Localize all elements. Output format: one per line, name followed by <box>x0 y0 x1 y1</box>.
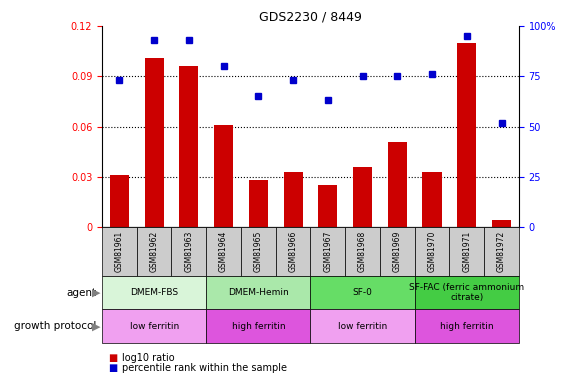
Bar <box>423 172 441 227</box>
Text: ■: ■ <box>108 353 117 363</box>
Bar <box>110 175 129 227</box>
Text: GSM81966: GSM81966 <box>289 231 297 272</box>
Bar <box>145 58 164 227</box>
Text: high ferritin: high ferritin <box>440 322 494 331</box>
Bar <box>249 180 268 227</box>
Bar <box>380 227 415 276</box>
Bar <box>415 309 519 343</box>
Text: low ferritin: low ferritin <box>129 322 179 331</box>
Text: GSM81969: GSM81969 <box>393 231 402 272</box>
Title: GDS2230 / 8449: GDS2230 / 8449 <box>259 11 362 24</box>
Text: GSM81961: GSM81961 <box>115 231 124 272</box>
Bar <box>214 125 233 227</box>
Bar <box>457 43 476 227</box>
Text: GSM81967: GSM81967 <box>324 231 332 272</box>
Text: GSM81965: GSM81965 <box>254 231 263 272</box>
Bar <box>102 227 137 276</box>
Bar <box>241 227 276 276</box>
Text: low ferritin: low ferritin <box>338 322 387 331</box>
Bar <box>311 276 415 309</box>
Text: GSM81968: GSM81968 <box>358 231 367 272</box>
Text: GSM81970: GSM81970 <box>427 231 437 272</box>
Text: GSM81964: GSM81964 <box>219 231 228 272</box>
Bar <box>283 172 303 227</box>
Text: DMEM-FBS: DMEM-FBS <box>130 288 178 297</box>
Text: GSM81971: GSM81971 <box>462 231 471 272</box>
Text: GSM81962: GSM81962 <box>150 231 159 272</box>
Bar <box>484 227 519 276</box>
Bar <box>102 309 206 343</box>
Bar <box>449 227 484 276</box>
Text: ■: ■ <box>108 363 117 373</box>
Text: ▶: ▶ <box>92 321 101 331</box>
Bar <box>311 309 415 343</box>
Bar <box>137 227 171 276</box>
Bar <box>206 276 311 309</box>
Text: high ferritin: high ferritin <box>231 322 285 331</box>
Bar <box>353 166 372 227</box>
Text: agent: agent <box>66 288 96 297</box>
Text: GSM81972: GSM81972 <box>497 231 506 272</box>
Bar <box>171 227 206 276</box>
Text: percentile rank within the sample: percentile rank within the sample <box>122 363 287 373</box>
Text: GSM81963: GSM81963 <box>184 231 194 272</box>
Text: growth protocol: growth protocol <box>14 321 96 331</box>
Text: SF-0: SF-0 <box>353 288 373 297</box>
Bar <box>415 227 449 276</box>
Bar <box>415 276 519 309</box>
Bar <box>206 227 241 276</box>
Text: ▶: ▶ <box>92 288 101 297</box>
Bar <box>492 220 511 227</box>
Bar <box>276 227 310 276</box>
Bar <box>180 66 198 227</box>
Bar <box>318 185 338 227</box>
Bar <box>206 309 311 343</box>
Bar <box>345 227 380 276</box>
Text: SF-FAC (ferric ammonium
citrate): SF-FAC (ferric ammonium citrate) <box>409 283 524 302</box>
Bar <box>102 276 206 309</box>
Bar <box>388 142 407 227</box>
Text: DMEM-Hemin: DMEM-Hemin <box>228 288 289 297</box>
Bar <box>311 227 345 276</box>
Text: log10 ratio: log10 ratio <box>122 353 175 363</box>
